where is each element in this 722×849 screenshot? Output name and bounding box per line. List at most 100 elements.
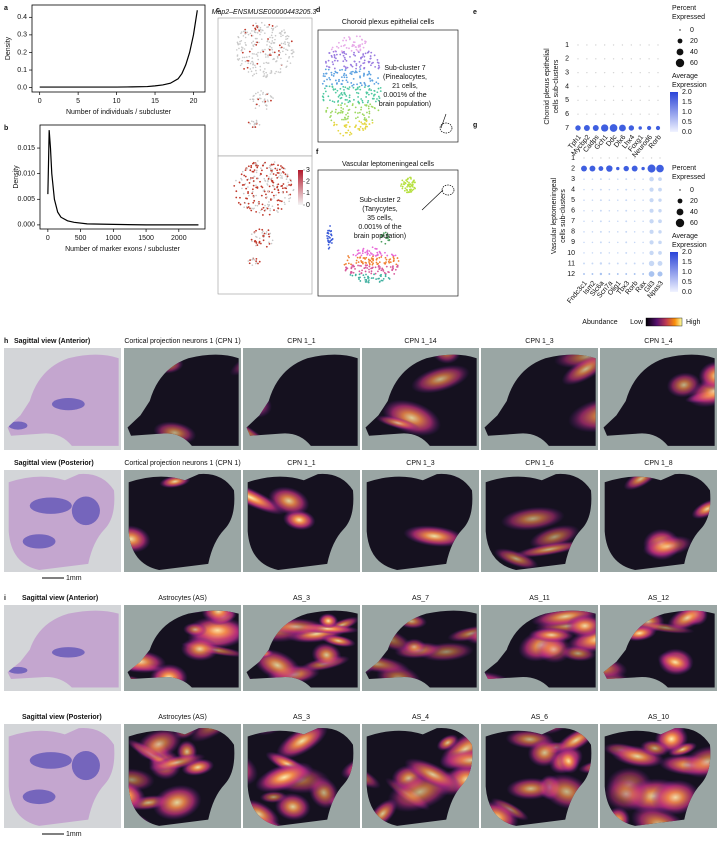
dot (649, 208, 654, 213)
legend-title: Expressed (672, 174, 705, 181)
umap-point (289, 178, 291, 181)
umap-point (257, 201, 260, 204)
umap-point (361, 99, 364, 102)
dot (591, 262, 594, 265)
dot (591, 252, 594, 254)
umap-point (265, 61, 268, 64)
umap-point (363, 86, 366, 89)
umap-point (355, 64, 358, 67)
umap-point (269, 173, 272, 175)
umap-point (336, 89, 339, 92)
umap-point (348, 134, 351, 136)
umap-point (332, 50, 335, 53)
umap-point (378, 66, 381, 69)
legend-title: Expressed (672, 14, 705, 21)
umap-point (337, 129, 340, 132)
colorbar-label: 1 (306, 190, 310, 197)
panel-title: CPN 1_6 (525, 460, 554, 467)
umap-point (256, 41, 259, 44)
umap-point (247, 62, 250, 65)
umap-point (367, 100, 370, 102)
umap-point (264, 161, 266, 164)
umap-point (349, 273, 352, 276)
dot (633, 199, 636, 201)
umap-point (379, 275, 382, 278)
umap-point (353, 60, 356, 63)
umap-point (344, 58, 347, 61)
spatial-image (124, 605, 241, 691)
umap-point (266, 74, 269, 76)
umap-point (277, 164, 279, 167)
umap-point (333, 67, 336, 70)
umap-point (394, 268, 397, 271)
legend-dot (675, 58, 685, 68)
dot (625, 209, 628, 212)
dot (649, 176, 654, 182)
legend-title: Abundance (582, 319, 618, 326)
signal (565, 614, 596, 638)
umap-point (256, 62, 259, 65)
umap-point (338, 41, 340, 44)
dot (648, 85, 650, 88)
umap-point (374, 266, 377, 269)
umap-point (264, 93, 267, 96)
umap-point (267, 48, 270, 50)
x-tick-label: 5 (76, 98, 80, 105)
umap-point (288, 200, 290, 203)
signal (128, 768, 155, 792)
umap-point (262, 75, 265, 78)
umap-point (261, 21, 263, 24)
umap-point (238, 47, 240, 50)
umap-point (369, 73, 372, 76)
panel-label: b (4, 125, 8, 132)
dot (586, 99, 588, 102)
y-tick-label: 10 (567, 250, 575, 257)
dot (608, 252, 611, 254)
umap-point (363, 257, 366, 259)
umap-point (364, 266, 367, 269)
umap-point (258, 41, 260, 44)
dot (633, 157, 636, 159)
umap-point (265, 56, 267, 58)
umap-point (355, 117, 357, 120)
umap-point (265, 174, 268, 177)
panel-label: e (473, 9, 477, 16)
umap-point (249, 98, 252, 101)
umap-point (275, 174, 277, 176)
umap-point (260, 31, 262, 33)
umap-point (283, 201, 286, 204)
umap-point (269, 167, 272, 170)
umap-point (251, 74, 254, 77)
dot (657, 58, 659, 60)
umap-point (351, 274, 354, 277)
umap-point (265, 75, 267, 78)
umap-point (368, 265, 371, 268)
umap-point (375, 248, 377, 250)
dot (595, 85, 597, 88)
umap-point (285, 191, 288, 193)
umap-point (392, 256, 395, 258)
y-tick-label: 8 (571, 229, 575, 236)
umap-point (395, 263, 398, 266)
umap-point (358, 120, 361, 123)
umap-point (261, 232, 263, 234)
umap-point (409, 183, 412, 185)
umap-point (410, 188, 412, 191)
umap-point (280, 177, 282, 179)
umap-point (284, 168, 286, 170)
dot (619, 124, 626, 132)
signal (201, 610, 236, 624)
umap-point (256, 169, 258, 172)
umap-point (414, 181, 416, 184)
umap-point (270, 178, 272, 180)
umap-point (340, 104, 342, 107)
umap-point (387, 260, 390, 263)
dot (639, 58, 641, 60)
umap-point (334, 91, 337, 94)
umap-point (268, 241, 270, 244)
dot (603, 44, 606, 46)
umap-point (378, 281, 381, 283)
signal (136, 728, 182, 761)
umap-point (389, 258, 392, 261)
umap-point (247, 71, 250, 73)
